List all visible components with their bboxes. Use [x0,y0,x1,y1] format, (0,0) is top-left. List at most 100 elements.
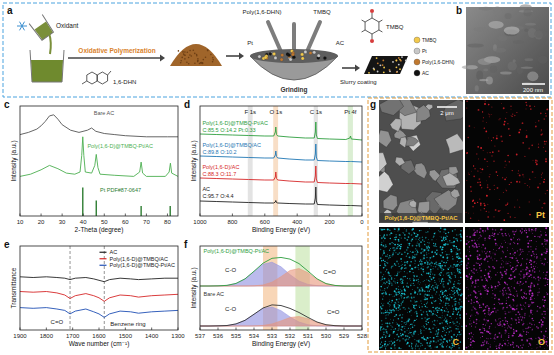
map-dot [404,297,406,299]
map-dot [396,334,397,335]
schematic: OxidantOxidative Polymerization1,6-DHNPo… [3,3,551,97]
map-dot [441,270,442,271]
chart-panel: 537536535534533532531530529528Binding En… [190,246,368,348]
map-dot [416,249,418,251]
arrow [226,55,240,57]
map-dot [415,305,416,306]
map-dot [442,341,444,343]
map-dot [392,247,393,248]
legend-label: Poly(1,6-D)@TMBQ/AC [109,256,167,262]
grain [180,60,182,62]
bond [379,20,382,22]
map-dot [386,281,388,283]
label: Poly(1,6-DHN) [242,9,281,15]
map-dot [480,293,482,295]
tick-label: 1900 [13,333,27,339]
tick [272,328,273,331]
map-dot [385,341,387,343]
map-dot [385,255,387,257]
tick-label: 528 [357,333,368,339]
map-dot [397,273,398,274]
map-dot [404,261,406,263]
map-dot [540,112,542,114]
map-dot [453,245,455,247]
map-dot [439,265,441,267]
grain [189,50,191,52]
map-dot [406,255,408,257]
map-dot [382,324,383,325]
map-dot [411,252,412,253]
map-dot [418,284,420,286]
map-dot [470,186,472,188]
sem-texture [490,66,497,73]
map-dot [409,265,411,267]
map-dot [438,329,440,331]
map-dot [397,333,398,334]
map-dot [398,239,399,240]
map-dot [432,250,434,252]
map-dot [447,303,449,305]
map-dot [393,247,395,249]
map-dot [410,282,412,284]
map-dot [433,277,434,278]
map-dot [486,161,488,163]
map-dot [434,245,436,247]
label: Oxidant [56,22,79,29]
map-dot [428,287,430,289]
arrow-head [160,55,165,62]
panel-border [3,3,551,97]
map-dot [491,297,493,299]
sem-texture [513,59,516,62]
map-dot [380,228,381,229]
map-dot [389,294,391,296]
map-dot [422,290,424,292]
map-background [465,100,549,223]
map-dot [379,234,381,236]
coated-particle [376,57,378,59]
annotation: Pt 4f [344,109,357,115]
map-dot [543,118,545,120]
map-dot [394,244,396,246]
map-dot [401,317,403,319]
map-dot [410,328,411,329]
map-dot [418,244,419,245]
eds-map [465,100,549,223]
map-dot [531,229,533,231]
map-dot [518,131,520,133]
map-dot [382,345,383,346]
map-dot [443,328,445,330]
map-dot [436,342,437,343]
map-dot [451,290,452,291]
tick-label: 800 [227,219,238,225]
particle [264,56,267,59]
map-dot [428,273,430,275]
sem-particle [379,130,392,147]
map-dot [426,246,427,247]
map-dot [418,265,419,266]
map-dot [431,286,432,287]
annotation: C 1s [310,109,322,115]
map-dot [457,328,459,330]
map-dot [448,269,449,270]
map-dot [384,265,386,267]
sem-particle [442,173,460,186]
map-dot [420,310,421,311]
map-dot [446,241,448,243]
map-dot [480,168,481,169]
map-dot [426,324,428,326]
map-dot [546,343,547,344]
map-dot [441,343,443,345]
map-dot [395,308,397,310]
map-dot [424,231,426,233]
grain [207,50,209,52]
map-dot [383,250,385,252]
map-dot [459,233,461,235]
map-dot [521,335,522,336]
map-dot [442,331,443,332]
map-dot [517,239,518,240]
sem-particle [379,153,387,173]
map-dot [445,237,446,238]
map-dot [430,345,431,346]
map-dot [380,272,382,274]
map-dot [509,184,510,185]
